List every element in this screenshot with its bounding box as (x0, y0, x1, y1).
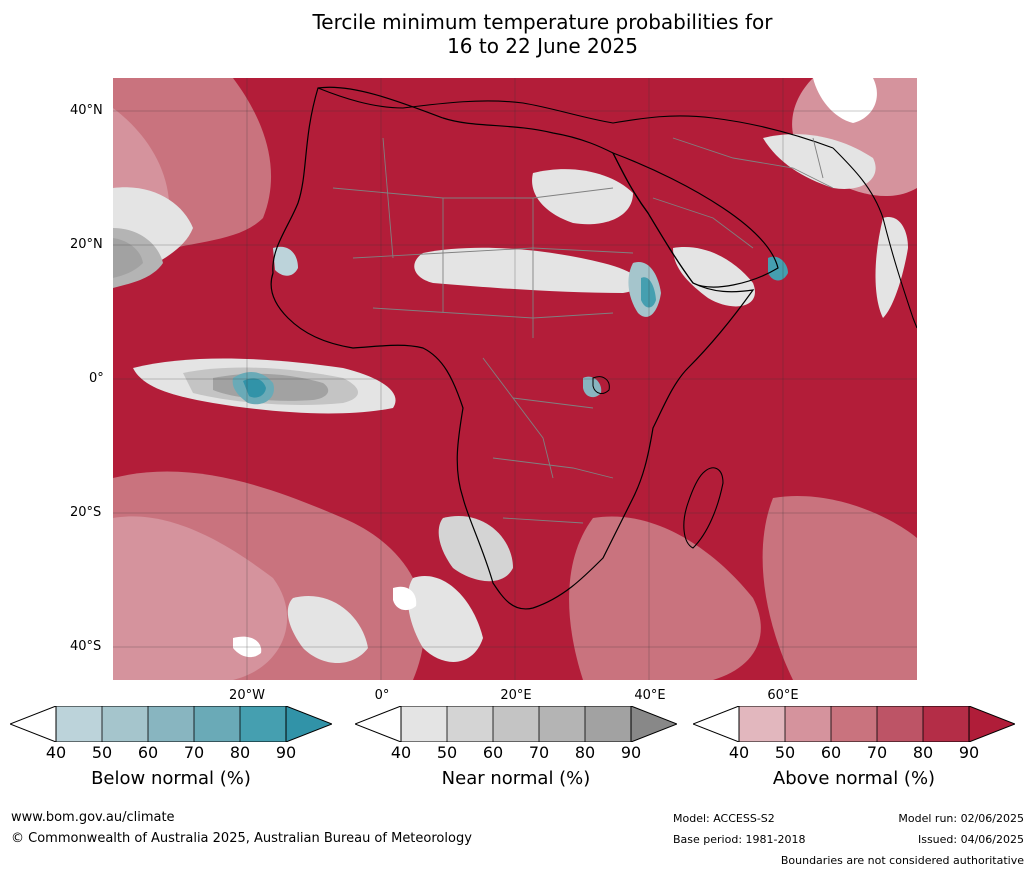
cb-near-tick-40: 40 (390, 743, 412, 762)
cb-near-tick-70: 70 (528, 743, 550, 762)
cb-above-tick-80: 80 (912, 743, 934, 762)
cb-above-tick-70: 70 (866, 743, 888, 762)
probability-map (113, 78, 917, 680)
cb-below-tick-80: 80 (229, 743, 251, 762)
title-line-1: Tercile minimum temperature probabilitie… (312, 10, 773, 34)
colorbar-near-normal (355, 706, 677, 742)
cb-below-tick-70: 70 (183, 743, 205, 762)
cb-below-tick-50: 50 (91, 743, 113, 762)
footer-disclaimer: Boundaries are not considered authoritat… (780, 854, 1024, 867)
graticule (113, 78, 917, 680)
lat-label-20n: 20°N (70, 237, 103, 252)
cb-below-label: Below normal (%) (91, 768, 251, 789)
lon-label-20e: 20°E (500, 688, 532, 703)
lon-label-0: 0° (374, 688, 390, 703)
lat-label-40s: 40°S (70, 639, 102, 654)
lat-label-20s: 20°S (70, 505, 102, 520)
lat-label-40n: 40°N (70, 103, 103, 118)
cb-below-tick-90: 90 (275, 743, 297, 762)
lon-label-60e: 60°E (767, 688, 799, 703)
cb-near-label: Near normal (%) (441, 768, 591, 789)
lon-label-40e: 40°E (634, 688, 666, 703)
footer-model: Model: ACCESS-S2 (673, 812, 775, 825)
footer-copyright: © Commonwealth of Australia 2025, Austra… (11, 831, 472, 846)
footer-website: www.bom.gov.au/climate (11, 810, 175, 825)
cb-near-tick-80: 80 (574, 743, 596, 762)
map-title: Tercile minimum temperature probabilitie… (0, 10, 1035, 58)
country-borders (332, 137, 834, 524)
cb-near-tick-90: 90 (620, 743, 642, 762)
footer-base-period: Base period: 1981-2018 (673, 833, 806, 846)
cb-above-tick-50: 50 (774, 743, 796, 762)
footer-model-run: Model run: 02/06/2025 (898, 812, 1024, 825)
map-canvas (113, 78, 917, 680)
cb-above-tick-90: 90 (958, 743, 980, 762)
colorbar-above-normal (693, 706, 1015, 742)
cb-above-tick-60: 60 (820, 743, 842, 762)
cb-above-label: Above normal (%) (772, 768, 936, 789)
title-line-2: 16 to 22 June 2025 (447, 34, 638, 58)
cb-near-tick-50: 50 (436, 743, 458, 762)
colorbar-below-normal (10, 706, 332, 742)
cb-below-tick-60: 60 (137, 743, 159, 762)
lat-label-equator: 0° (89, 371, 104, 386)
cb-above-tick-40: 40 (728, 743, 750, 762)
lon-label-20w: 20°W (229, 688, 265, 703)
footer-issued: Issued: 04/06/2025 (917, 833, 1024, 846)
cb-below-tick-40: 40 (45, 743, 67, 762)
cb-near-tick-60: 60 (482, 743, 504, 762)
